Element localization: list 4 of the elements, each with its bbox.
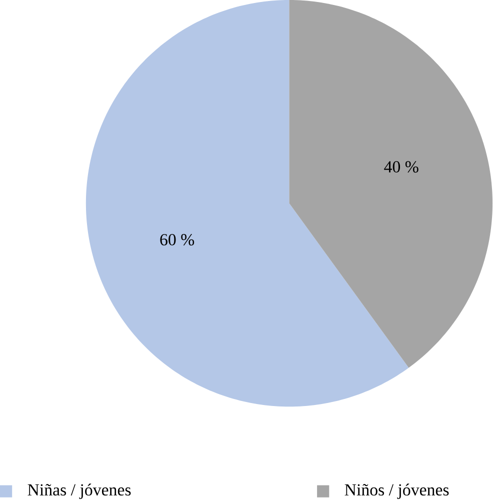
legend-label: Niñas / jóvenes <box>28 484 131 499</box>
data-label: 60 % <box>160 234 194 246</box>
legend-label: Niños / jóvenes <box>345 484 449 499</box>
data-label: 40 % <box>384 161 419 173</box>
